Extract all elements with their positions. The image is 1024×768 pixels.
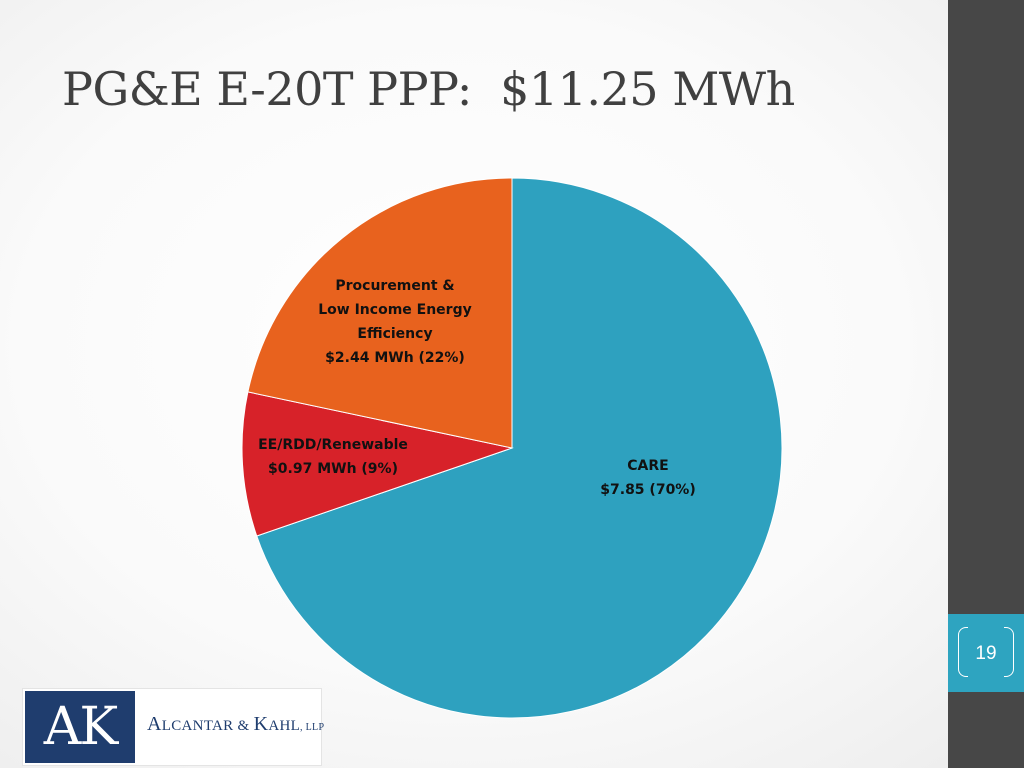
pie-slice-3 (247, 177, 513, 449)
left-brace-icon (958, 627, 968, 677)
logo-company-name: ALCANTAR & KAHL, LLP (147, 713, 324, 736)
logo-name-suffix: , LLP (300, 722, 325, 733)
logo-initial-k: K (253, 713, 269, 735)
pie-slice-label-1: CARE $7.85 (70%) (600, 458, 695, 498)
logo-name-part-1: LCANTAR & (161, 718, 254, 734)
page-number-tab: 19 (948, 614, 1024, 692)
slide-title: PG&E E-20T PPP: $11.25 MWh (62, 62, 795, 116)
pie-slice-2 (241, 391, 514, 537)
pie-slice-label-3: Procurement & Low Income Energy Efficiency… (318, 278, 471, 366)
pie-slice-label-line: Low Income Energy (318, 302, 471, 318)
right-brace-icon (1004, 627, 1014, 677)
logo-initial-a: A (147, 713, 162, 735)
pie-slice-label-line: EE/RDD/Renewable (258, 437, 408, 453)
pie-slice-label-2: EE/RDD/Renewable $0.97 MWh (9%) (258, 437, 408, 477)
company-logo: AK ALCANTAR & KAHL, LLP (22, 688, 324, 766)
pie-slice-label-line: $7.85 (70%) (600, 482, 695, 498)
logo-monogram: AK (25, 691, 135, 763)
page-number: 19 (975, 643, 997, 664)
pie-slice-label-line: $2.44 MWh (22%) (325, 350, 465, 366)
pie-slice-1 (256, 177, 783, 719)
pie-slice-label-line: $0.97 MWh (9%) (268, 461, 398, 477)
pie-slice-label-line: Procurement & (335, 278, 454, 294)
pie-slice-label-line: CARE (627, 458, 668, 474)
pie-slice-label-line: Efficiency (357, 326, 432, 342)
logo-name-part-2: AHL (268, 718, 301, 734)
